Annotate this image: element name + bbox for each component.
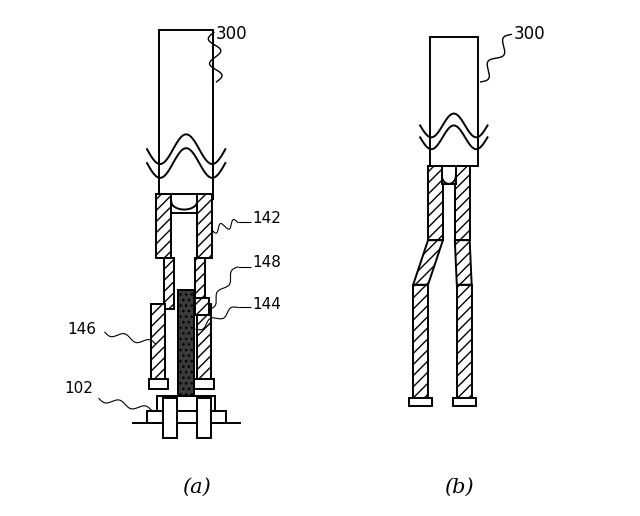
Bar — [156, 194, 172, 258]
Bar — [147, 411, 226, 423]
Bar — [455, 166, 470, 240]
Bar — [172, 214, 197, 258]
Polygon shape — [455, 240, 472, 285]
Bar — [457, 285, 472, 398]
Bar — [159, 30, 213, 199]
Text: 300: 300 — [216, 25, 248, 42]
Text: 144: 144 — [253, 297, 282, 312]
Bar — [194, 379, 214, 389]
Polygon shape — [413, 240, 443, 285]
Text: (a): (a) — [182, 478, 211, 497]
Bar — [428, 166, 443, 240]
Text: 102: 102 — [64, 381, 93, 396]
Bar — [197, 304, 211, 379]
Bar — [148, 379, 168, 389]
Bar — [413, 285, 428, 398]
Bar — [152, 304, 165, 379]
Bar — [195, 298, 209, 315]
Bar — [179, 289, 194, 396]
Text: 300: 300 — [513, 25, 545, 42]
Text: (b): (b) — [444, 478, 474, 497]
Bar — [195, 258, 205, 310]
Bar — [409, 398, 432, 407]
Bar — [442, 166, 456, 184]
Bar — [430, 37, 477, 166]
Bar — [453, 398, 476, 407]
Text: 142: 142 — [253, 211, 282, 226]
Bar — [157, 396, 215, 411]
Bar — [197, 194, 212, 258]
Bar — [443, 184, 455, 240]
Bar — [197, 398, 211, 438]
Bar — [164, 258, 174, 310]
Text: 148: 148 — [253, 255, 282, 270]
Bar — [172, 194, 197, 214]
Bar — [163, 398, 177, 438]
Text: 146: 146 — [67, 321, 96, 337]
